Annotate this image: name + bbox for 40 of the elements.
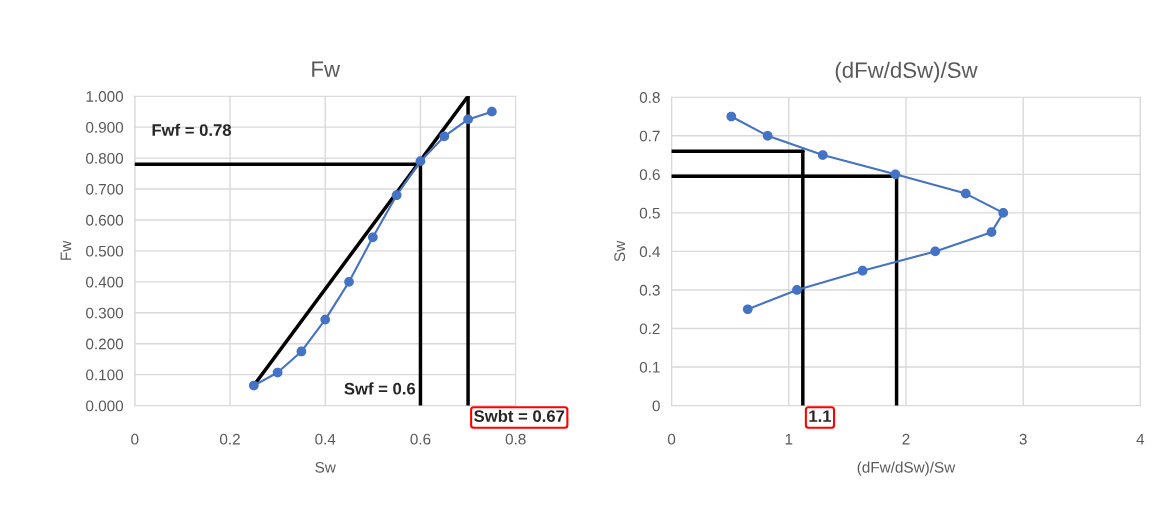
y-tick-label: 1.000 xyxy=(86,91,124,102)
x-tick-label: 2 xyxy=(902,433,910,445)
x-tick-label: 0.6 xyxy=(410,433,431,445)
y-tick-label: 0.5 xyxy=(639,207,660,219)
x-tick-label: 1 xyxy=(785,433,793,445)
y-tick-label: 0.6 xyxy=(639,169,660,181)
x-tick-label: 0.4 xyxy=(315,433,336,445)
y-tick-label: 0.2 xyxy=(639,323,660,335)
y-axis-title: Sw xyxy=(614,240,626,262)
y-tick-label: 0.700 xyxy=(86,183,124,195)
y-tick-label: 0.100 xyxy=(86,369,124,381)
x-tick-label: 3 xyxy=(1019,433,1027,445)
y-tick-label: 0.500 xyxy=(86,245,124,257)
annotation: Fwf = 0.78 xyxy=(152,123,232,136)
y-tick-label: 0 xyxy=(652,400,660,412)
y-tick-label: 0.200 xyxy=(86,338,124,350)
x-tick-label: 0 xyxy=(131,433,139,445)
y-axis-title: Fw xyxy=(60,240,72,260)
y-tick-label: 0.000 xyxy=(86,400,124,412)
y-tick-label: 0.3 xyxy=(639,284,660,296)
x-axis-title: (dFw/dSw)/Sw xyxy=(857,461,956,476)
y-tick-label: 0.800 xyxy=(86,152,124,164)
y-tick-label: 0.1 xyxy=(639,361,660,373)
x-tick-label: 0.8 xyxy=(505,433,526,445)
chart-title: (dFw/dSw)/Sw xyxy=(835,61,978,83)
y-tick-label: 0.300 xyxy=(86,307,124,319)
chart-title: Fw xyxy=(312,61,341,77)
x-axis-title: Sw xyxy=(315,461,336,473)
annotation: 1.1 xyxy=(809,410,832,422)
annotation: Swf = 0.6 xyxy=(344,382,416,395)
y-tick-label: 0.600 xyxy=(86,214,124,226)
y-tick-label: 0.8 xyxy=(639,92,660,103)
annotation: Swbt = 0.67 xyxy=(474,409,565,423)
x-tick-label: 4 xyxy=(1136,433,1145,445)
y-tick-label: 0.900 xyxy=(86,122,124,133)
y-tick-label: 0.7 xyxy=(639,130,660,142)
y-tick-label: 0.4 xyxy=(639,246,660,258)
x-tick-label: 0.2 xyxy=(219,433,240,445)
y-tick-label: 0.400 xyxy=(86,276,124,288)
x-tick-label: 0 xyxy=(667,433,676,445)
